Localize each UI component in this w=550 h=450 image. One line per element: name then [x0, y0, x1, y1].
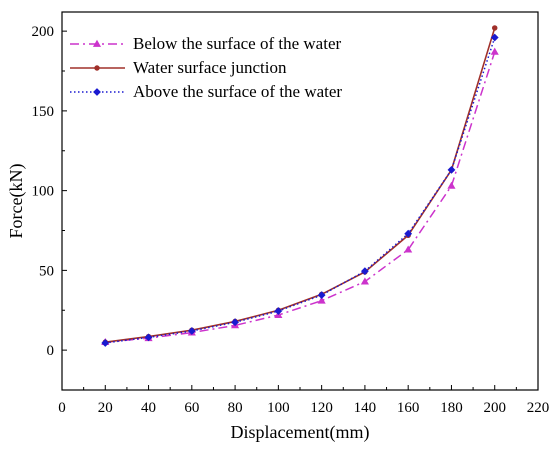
x-tick-label: 120 [310, 400, 333, 416]
series-2-point [144, 333, 153, 342]
series-0-point [404, 245, 413, 253]
y-tick-label: 200 [32, 24, 55, 40]
series-2-point [274, 307, 283, 315]
series-2-point [404, 229, 413, 238]
legend-label-2: Above the surface of the water [133, 82, 342, 101]
series-2-point [187, 327, 196, 335]
legend-label-0: Below the surface of the water [133, 34, 341, 53]
series-2-point [447, 165, 456, 174]
x-tick-label: 0 [58, 400, 66, 416]
x-tick-label: 40 [141, 400, 156, 416]
x-tick-label: 180 [440, 400, 463, 416]
x-tick-label: 220 [527, 400, 550, 416]
series-line-1 [105, 27, 496, 343]
legend-marker-2 [93, 88, 101, 96]
legend-marker-1 [94, 65, 100, 71]
series-lines [105, 27, 496, 344]
series-markers [101, 25, 499, 347]
x-tick-label: 80 [228, 400, 243, 416]
series-2-point [361, 267, 369, 276]
x-tick-label: 20 [98, 400, 113, 416]
legend-label-1: Water surface junction [133, 58, 287, 77]
series-2-point [231, 318, 239, 327]
series-2-point [490, 33, 499, 42]
y-tick-label: 0 [47, 343, 55, 359]
series-0-point [360, 277, 369, 285]
series-0-point [447, 181, 456, 189]
series-0-point [317, 296, 326, 304]
y-tick-label: 150 [32, 104, 55, 120]
x-tick-label: 160 [397, 400, 420, 416]
x-axis-title: Displacement(mm) [231, 422, 370, 443]
series-0-point [490, 47, 499, 55]
x-tick-label: 200 [483, 400, 506, 416]
series-1-point [491, 25, 498, 31]
series-2-point [101, 339, 110, 347]
series-2-point [317, 291, 326, 300]
y-tick-label: 100 [32, 184, 55, 200]
x-tick-label: 100 [267, 400, 290, 416]
legend-marker-0 [92, 39, 102, 47]
y-tick-label: 50 [39, 263, 54, 279]
axis-ticks [61, 30, 539, 391]
x-tick-label: 140 [354, 400, 377, 416]
axis-tick-labels: 0 20 40 60 80 100 120 140 160 180 200 220 0 50 100 150 2… [32, 24, 550, 416]
series-line-0 [105, 51, 496, 343]
x-tick-label: 60 [184, 400, 199, 416]
y-axis-title: Force(kN) [6, 164, 27, 239]
legend: Below the surface of the water Water surf… [70, 34, 342, 101]
